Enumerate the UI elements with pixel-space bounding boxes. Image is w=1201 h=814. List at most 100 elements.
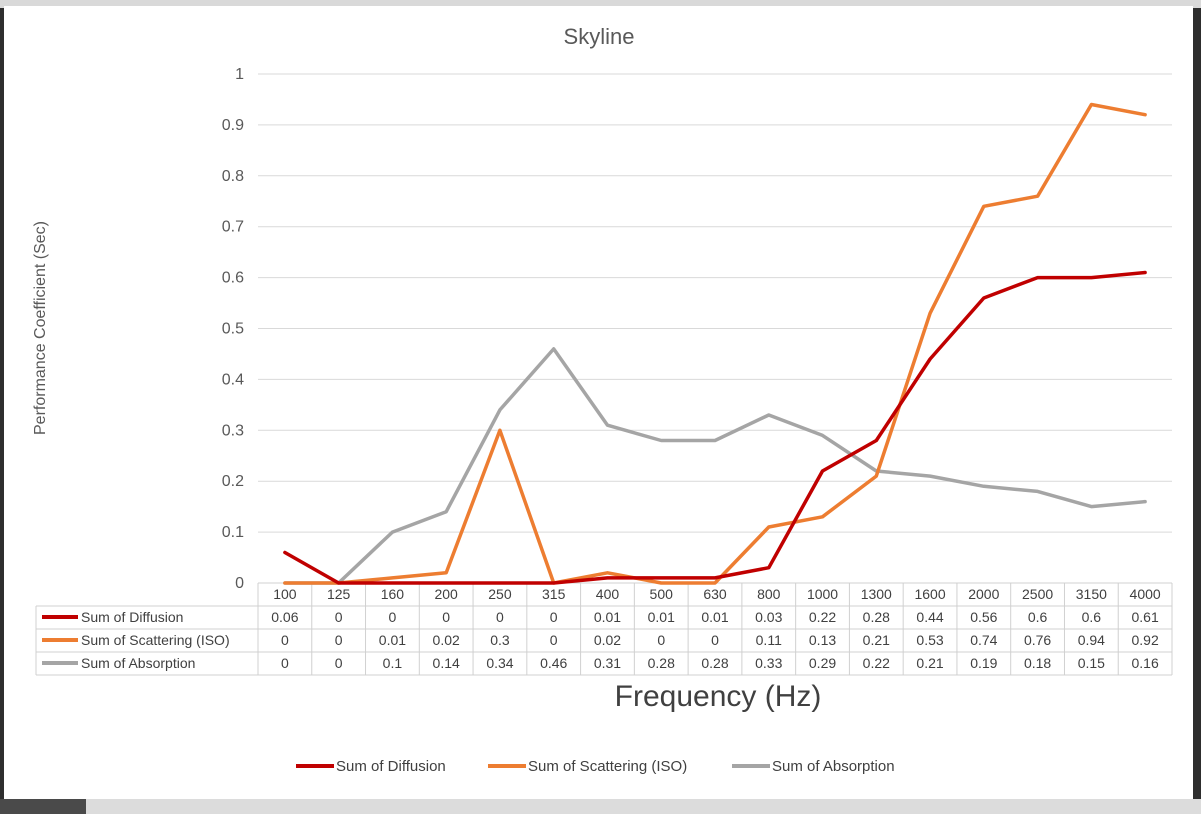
x-tick-label: 160: [381, 586, 405, 602]
table-value-cell: 0.53: [916, 632, 943, 648]
chart-title: Skyline: [564, 24, 635, 49]
table-value-cell: 0: [442, 609, 450, 625]
table-value-cell: 0.21: [863, 632, 890, 648]
table-value-cell: 0.28: [648, 655, 675, 671]
table-value-cell: 0.46: [540, 655, 567, 671]
table-value-cell: 0: [657, 632, 665, 648]
series-lines: [283, 102, 1147, 585]
background-strip-light: [86, 799, 1201, 814]
table-value-cell: 0.1: [383, 655, 403, 671]
x-tick-label: 4000: [1130, 586, 1161, 602]
x-tick-label: 200: [434, 586, 458, 602]
x-tick-label: 400: [596, 586, 620, 602]
y-tick-label: 0.3: [222, 422, 244, 439]
y-tick-label: 0.2: [222, 473, 244, 490]
gridlines: [258, 73, 1172, 533]
table-value-cell: 0: [550, 609, 558, 625]
table-value-cell: 0.14: [433, 655, 460, 671]
table-value-cell: 0: [389, 609, 397, 625]
table-value-cell: 0.31: [594, 655, 621, 671]
x-tick-label: 630: [703, 586, 727, 602]
table-value-cell: 0.29: [809, 655, 836, 671]
x-tick-label: 3150: [1076, 586, 1107, 602]
table-value-cell: 0.33: [755, 655, 782, 671]
x-tick-label: 2000: [968, 586, 999, 602]
table-value-cell: 0.21: [916, 655, 943, 671]
table-value-cell: 0.01: [379, 632, 406, 648]
legend-label: Sum of Absorption: [772, 758, 895, 775]
x-tick-label: 2500: [1022, 586, 1053, 602]
background-strip-bottom: [0, 799, 1201, 814]
table-value-cell: 0.22: [863, 655, 890, 671]
table-value-cell: 0.01: [594, 609, 621, 625]
legend-label: Sum of Diffusion: [336, 758, 446, 775]
y-tick-label: 0.8: [222, 168, 244, 185]
series-line-absorption: [283, 347, 1147, 585]
table-value-cell: 0: [496, 609, 504, 625]
x-tick-label: 800: [757, 586, 781, 602]
series-line-scattering: [283, 102, 1147, 585]
x-tick-label: 500: [650, 586, 674, 602]
table-value-cell: 0.28: [863, 609, 890, 625]
table-value-cell: 0.56: [970, 609, 997, 625]
table-value-cell: 0.6: [1082, 609, 1102, 625]
table-series-name: Sum of Scattering (ISO): [81, 632, 230, 648]
x-tick-label: 1300: [861, 586, 892, 602]
table-value-cell: 0.92: [1131, 632, 1158, 648]
table-value-cell: 0.94: [1078, 632, 1105, 648]
y-tick-label: 0.4: [222, 371, 244, 388]
table-value-cell: 0.22: [809, 609, 836, 625]
x-tick-label: 250: [488, 586, 512, 602]
y-axis-label: Performance Coefficient (Sec): [32, 221, 49, 435]
legend: Sum of Diffusion Sum of Scattering (ISO) S…: [296, 758, 895, 775]
x-tick-label: 100: [273, 586, 297, 602]
table-value-cell: 0.18: [1024, 655, 1051, 671]
table-value-cell: 0.02: [433, 632, 460, 648]
y-tick-label: 0.7: [222, 219, 244, 236]
y-tick-label: 0.1: [222, 524, 244, 541]
table-value-cell: 0.34: [486, 655, 513, 671]
series-line-diffusion: [283, 270, 1147, 585]
table-value-cell: 0.3: [490, 632, 510, 648]
data-table: 100 125 160 200 250 315 400 500 630 800 1000 1300 16…: [35, 582, 1173, 676]
y-tick-label: 0.9: [222, 117, 244, 134]
table-value-cell: 0.19: [970, 655, 997, 671]
y-tick-labels: 0 0.1 0.2 0.3 0.4 0.5 0.6 0.7 0.8 0.9 1: [222, 66, 244, 592]
table-value-cell: 0.01: [648, 609, 675, 625]
table-value-cell: 0.76: [1024, 632, 1051, 648]
x-tick-label: 1600: [914, 586, 945, 602]
table-series-name: Sum of Absorption: [81, 655, 195, 671]
y-tick-label: 0.6: [222, 270, 244, 287]
table-value-cell: 0: [281, 632, 289, 648]
legend-label: Sum of Scattering (ISO): [528, 758, 687, 775]
table-value-cell: 0: [335, 655, 343, 671]
table-value-cell: 0.01: [701, 609, 728, 625]
table-value-cell: 0.15: [1078, 655, 1105, 671]
table-value-cell: 0.03: [755, 609, 782, 625]
table-value-cell: 0.11: [756, 632, 782, 648]
y-tick-label: 0: [235, 575, 244, 592]
x-tick-label: 315: [542, 586, 566, 602]
table-value-cell: 0: [335, 609, 343, 625]
table-value-cell: 0.44: [916, 609, 943, 625]
table-series-name: Sum of Diffusion: [81, 609, 183, 625]
x-tick-label: 125: [327, 586, 351, 602]
table-value-cell: 0: [335, 632, 343, 648]
table-value-cell: 0.06: [271, 609, 298, 625]
chart-card: [4, 6, 1193, 799]
x-tick-label: 1000: [807, 586, 838, 602]
table-value-cell: 0: [281, 655, 289, 671]
table-value-cell: 0.28: [701, 655, 728, 671]
y-tick-label: 0.5: [222, 321, 244, 338]
table-value-cell: 0: [550, 632, 558, 648]
table-value-cell: 0: [711, 632, 719, 648]
background-strip-top: [0, 0, 1201, 8]
table-value-cell: 0.02: [594, 632, 621, 648]
table-value-cell: 0.13: [809, 632, 836, 648]
table-value-cell: 0.74: [970, 632, 997, 648]
y-tick-label: 1: [235, 66, 244, 83]
table-value-cell: 0.61: [1131, 609, 1158, 625]
table-value-cell: 0.16: [1131, 655, 1158, 671]
